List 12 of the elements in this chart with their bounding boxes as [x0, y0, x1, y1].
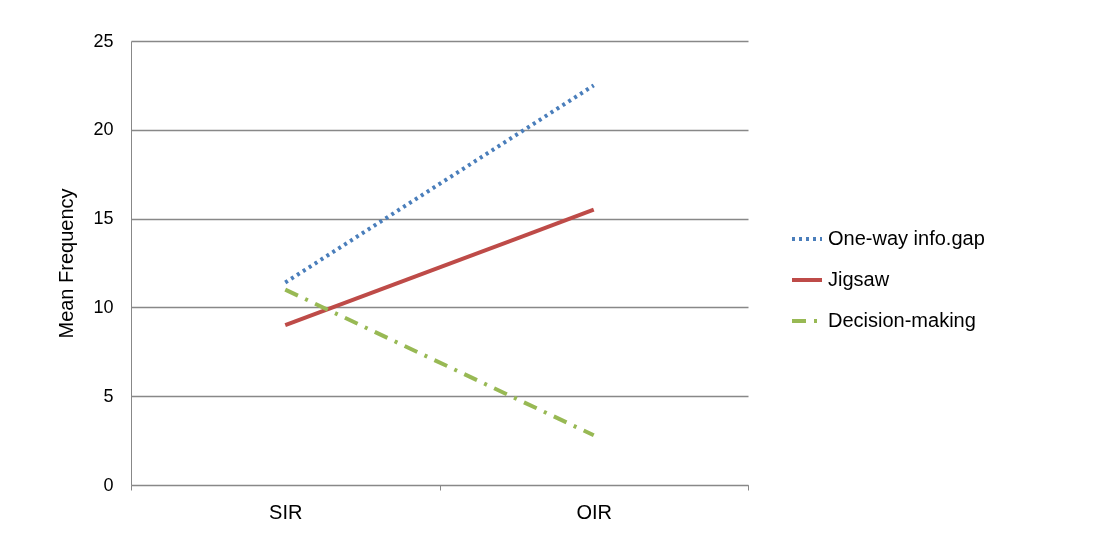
y-tick-label: 0	[103, 474, 114, 495]
y-tick-label: 15	[93, 208, 114, 229]
y-tick-label: 10	[93, 296, 114, 317]
legend-label: One-way info.gap	[828, 227, 985, 249]
y-tick-label: 20	[93, 119, 114, 140]
y-tick-label: 5	[103, 385, 114, 406]
y-tick-label: 25	[93, 30, 114, 51]
y-axis-title: Mean Frequency	[55, 188, 78, 339]
legend-label: Jigsaw	[828, 268, 890, 290]
x-tick-label: SIR	[269, 500, 303, 523]
legend-label: Decision-making	[828, 309, 976, 331]
x-tick-label: OIR	[576, 500, 613, 523]
